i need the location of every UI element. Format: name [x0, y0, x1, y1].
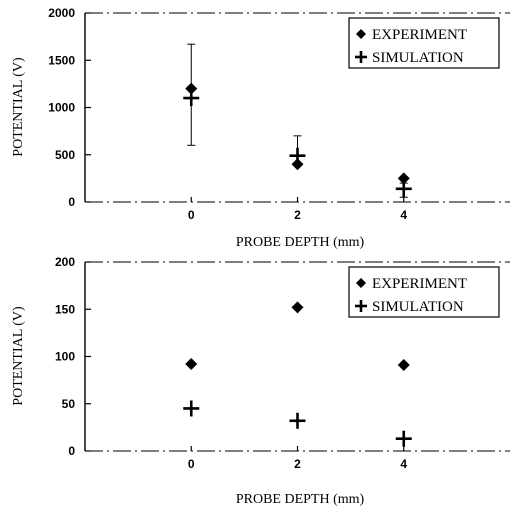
simulation-point [395, 430, 412, 447]
x-tick-label: 0 [188, 208, 195, 222]
y-tick-label: 50 [62, 397, 76, 411]
legend-plus-icon [355, 300, 367, 312]
y-tick-label: 150 [55, 302, 75, 316]
legend-box [348, 17, 500, 69]
legend-label: EXPERIMENT [372, 276, 467, 292]
legend-box [348, 266, 500, 318]
x-tick-label: 4 [400, 457, 407, 471]
experiment-point [291, 301, 304, 314]
chart-top-xlabel: PROBE DEPTH (mm) [236, 235, 365, 250]
chart-top-ylabel: POTENTIAL (V) [11, 57, 26, 157]
simulation-point [395, 180, 412, 197]
x-tick-label: 0 [188, 457, 195, 471]
legend-plus-icon [355, 51, 367, 63]
chart-bottom-ylabel: POTENTIAL (V) [11, 306, 26, 406]
simulation-point [183, 400, 200, 417]
simulation-point [289, 147, 306, 164]
x-tick-label: 4 [400, 208, 407, 222]
legend-label: SIMULATION [372, 299, 464, 315]
y-tick-label: 0 [68, 195, 75, 209]
x-tick-label: 2 [294, 208, 301, 222]
legend-label: EXPERIMENT [372, 27, 467, 43]
experiment-point [397, 359, 410, 372]
experiment-point [397, 172, 410, 185]
experiment-point [185, 358, 198, 371]
legend-diamond-icon [356, 278, 366, 288]
simulation-point [289, 412, 306, 429]
chart-bottom-xlabel: PROBE DEPTH (mm) [236, 492, 365, 507]
y-tick-label: 0 [68, 444, 75, 458]
y-tick-label: 100 [55, 350, 75, 364]
y-tick-label: 200 [55, 255, 75, 269]
y-tick-label: 1000 [48, 101, 75, 115]
y-tick-label: 2000 [48, 6, 75, 20]
legend-label: SIMULATION [372, 50, 464, 66]
y-tick-label: 500 [55, 148, 75, 162]
chart-top: PROBE DEPTH (mm) POTENTIAL (V) 0 500 1000 1… [11, 6, 510, 250]
chart-bottom: PROBE DEPTH (mm) POTENTIAL (V) 0 50 100 150… [11, 255, 510, 507]
y-tick-label: 1500 [48, 53, 75, 67]
simulation-point [183, 90, 200, 107]
legend-diamond-icon [356, 29, 366, 39]
x-tick-label: 2 [294, 457, 301, 471]
